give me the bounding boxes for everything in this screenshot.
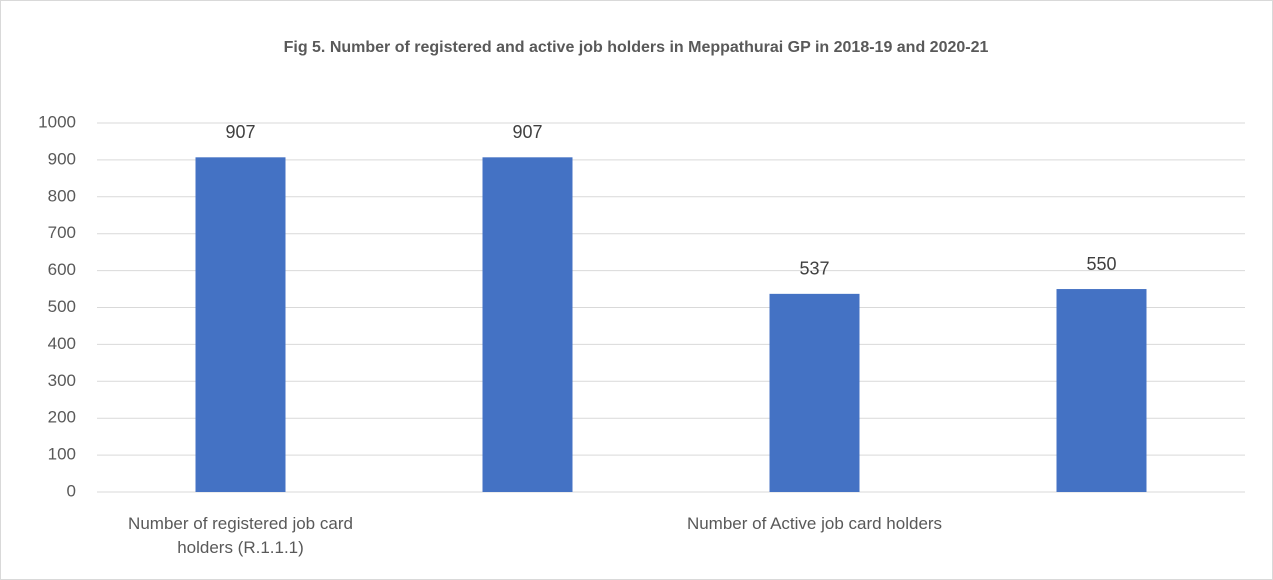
data-label: 537 xyxy=(799,259,829,279)
bar xyxy=(1056,289,1147,492)
data-label: 907 xyxy=(225,122,255,142)
data-label: 550 xyxy=(1086,254,1116,274)
y-tick-label: 800 xyxy=(48,186,76,205)
y-tick-label: 0 xyxy=(67,481,76,500)
y-tick-label: 700 xyxy=(48,223,76,242)
bar xyxy=(195,157,286,492)
bar xyxy=(482,157,573,492)
bar xyxy=(769,293,860,492)
y-tick-label: 200 xyxy=(48,408,76,427)
x-tick-label: Number of Active job card holders xyxy=(686,514,943,533)
y-tick-label: 300 xyxy=(48,371,76,390)
y-tick-label: 400 xyxy=(48,334,76,353)
x-tick-label: Number of registered job card holders (R… xyxy=(128,514,353,557)
y-tick-label: 500 xyxy=(48,297,76,316)
chart-title: Fig 5. Number of registered and active j… xyxy=(284,39,989,56)
x-tick-label-box: Number of Active job card holders xyxy=(686,514,943,533)
y-tick-label: 100 xyxy=(48,445,76,464)
y-tick-label: 600 xyxy=(48,260,76,279)
data-label: 907 xyxy=(512,122,542,142)
x-tick-label-box: Number of registered job card holders (R… xyxy=(128,514,353,557)
y-tick-label: 1000 xyxy=(38,112,76,131)
y-tick-label: 900 xyxy=(48,149,76,168)
